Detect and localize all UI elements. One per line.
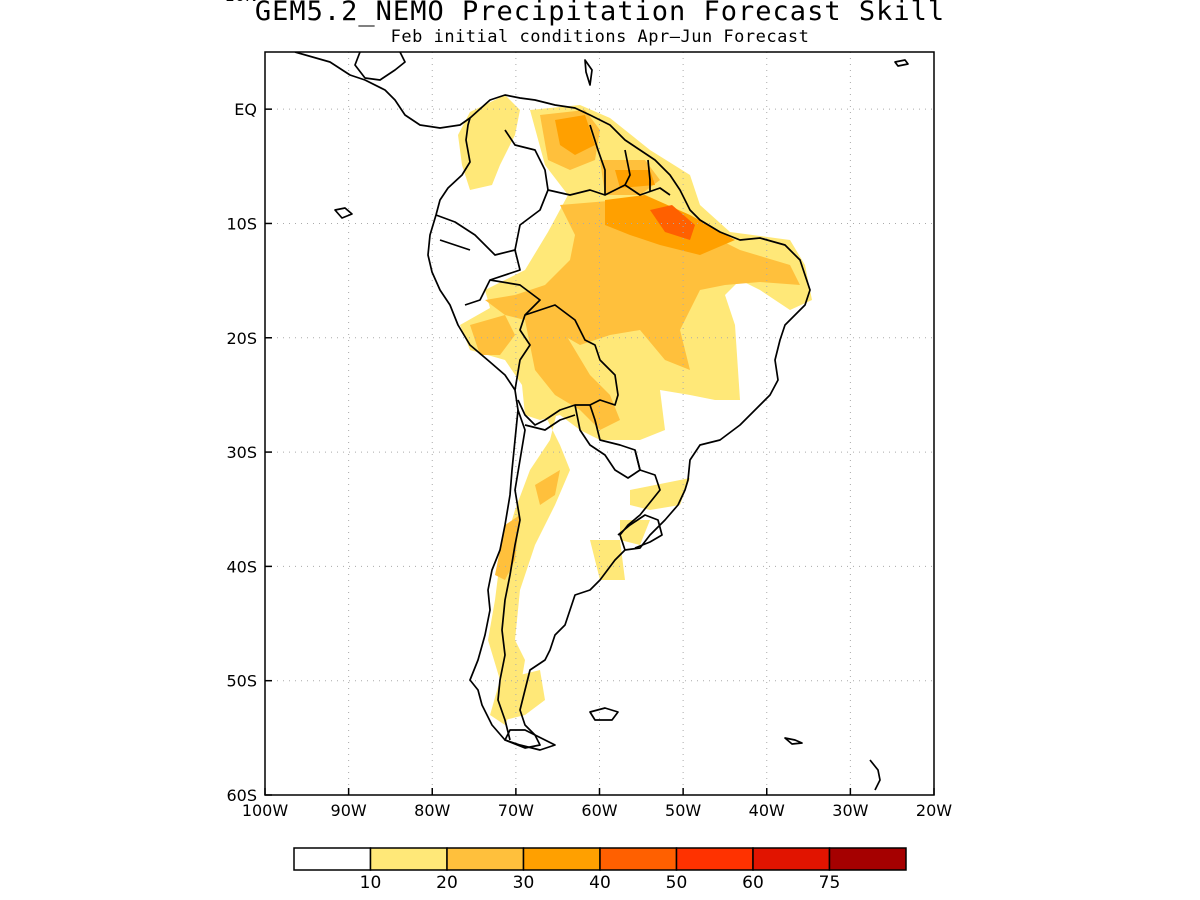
skill-shading <box>458 95 812 725</box>
border-argentina-chile <box>497 409 526 741</box>
colorbar-swatch <box>828 847 907 871</box>
colorbar-label: 10 <box>360 873 382 893</box>
shade-northwest-southamerica <box>458 95 520 190</box>
map-subtitle: Feb initial conditions Apr–Jun Forecast <box>390 27 810 47</box>
coastline-south-georgia <box>784 737 803 745</box>
colorbar-swatch <box>293 847 372 871</box>
lat-tick-label: 30S <box>226 443 257 462</box>
coastline-galapagos <box>334 207 353 219</box>
lat-tick-label: 60S <box>226 786 257 805</box>
border-ecuador <box>439 239 471 251</box>
coastline-tierra-del-fuego <box>504 729 556 751</box>
longitude-axis: 100W 90W 80W 70W 60W 50W 40W 30W 20W <box>242 788 952 820</box>
border-peru-brazil <box>489 279 541 391</box>
colorbar-label: 20 <box>436 873 458 893</box>
shade-patagonia <box>500 670 545 720</box>
latitude-axis: 10N EQ 10S 20S 30S 40S 50S 60S <box>225 0 272 805</box>
lon-tick-label: 60W <box>581 801 617 820</box>
lat-tick-label: 50S <box>226 672 257 691</box>
lon-tick-label: 80W <box>414 801 450 820</box>
lon-tick-label: 100W <box>242 801 289 820</box>
lon-tick-label: 50W <box>665 801 701 820</box>
coastlines <box>294 52 909 791</box>
colorbar-label: 40 <box>589 873 611 893</box>
lat-tick-label: 40S <box>226 557 257 576</box>
border-argentina-north <box>524 414 576 431</box>
coastline-caribbean-islands <box>584 59 593 86</box>
colorbar-label: 60 <box>742 873 764 893</box>
coastline-falklands <box>589 707 619 721</box>
colorbar-swatch <box>675 847 754 871</box>
colorbar-swatch <box>446 847 525 871</box>
shade-orange-guianas <box>555 115 595 155</box>
border-guianas <box>589 124 651 195</box>
shade-chile <box>495 515 520 580</box>
colorbar-swatch <box>369 847 448 871</box>
lon-tick-label: 70W <box>498 801 534 820</box>
coastline-caribbean-ne <box>894 59 909 67</box>
colorbar-swatch <box>522 847 601 871</box>
colorbar: 10 20 30 40 50 60 75 <box>293 847 907 893</box>
border-colombia-venezuela <box>504 129 549 251</box>
border-venezuela-brazil <box>547 184 671 196</box>
colorbar-label: 50 <box>666 873 688 893</box>
lon-tick-label: 40W <box>749 801 785 820</box>
border-paraguay <box>574 404 641 479</box>
colorbar-swatch <box>752 847 831 871</box>
colorbar-swatch <box>599 847 678 871</box>
coastline-south-america <box>427 94 811 749</box>
shade-peru <box>470 315 515 355</box>
lat-tick-label: 10N <box>225 0 257 5</box>
shade-amazon-mouth <box>650 205 695 240</box>
coastline-mexico-gulf <box>354 52 406 81</box>
border-colombia-peru <box>435 214 521 306</box>
lon-tick-label: 20W <box>916 801 952 820</box>
shade-south-brazil <box>630 478 690 510</box>
border-bolivia <box>517 304 619 426</box>
lat-tick-label: 20S <box>226 329 257 348</box>
border-uruguay <box>617 514 663 549</box>
colorbar-label: 75 <box>819 873 841 893</box>
lat-tick-label: EQ <box>234 100 257 119</box>
coastline-sandwich-islands <box>869 759 881 791</box>
colorbar-label: 30 <box>513 873 535 893</box>
coastline-central-america <box>294 52 471 129</box>
lat-tick-label: 10S <box>226 214 257 233</box>
shade-argentina-east <box>590 540 625 580</box>
lon-tick-label: 30W <box>832 801 868 820</box>
map-title: GEM5.2_NEMO Precipitation Forecast Skill <box>254 0 946 27</box>
lon-tick-label: 90W <box>331 801 367 820</box>
shade-argentina-north <box>535 470 560 505</box>
